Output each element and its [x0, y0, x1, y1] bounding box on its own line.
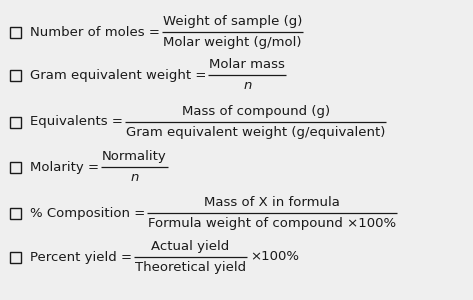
Text: ×100%: ×100%	[250, 250, 299, 263]
Text: Mass of X in formula: Mass of X in formula	[204, 196, 340, 209]
Text: n: n	[243, 79, 252, 92]
Bar	[10, 116, 21, 128]
Text: Gram equivalent weight (g/equivalent): Gram equivalent weight (g/equivalent)	[126, 126, 385, 139]
Text: Percent yield =: Percent yield =	[30, 250, 132, 263]
Bar	[10, 70, 21, 80]
Text: Molarity =: Molarity =	[30, 160, 99, 173]
Text: Formula weight of compound ×100%: Formula weight of compound ×100%	[148, 217, 396, 230]
Text: Number of moles =: Number of moles =	[30, 26, 160, 38]
Text: Theoretical yield: Theoretical yield	[135, 261, 246, 274]
Text: n: n	[130, 171, 139, 184]
Text: Actual yield: Actual yield	[151, 240, 230, 253]
Text: Molar mass: Molar mass	[210, 58, 285, 71]
Text: Normality: Normality	[102, 150, 167, 163]
Text: Molar weight (g/mol): Molar weight (g/mol)	[163, 36, 302, 49]
Bar	[10, 161, 21, 172]
Bar	[10, 208, 21, 218]
Text: Equivalents =: Equivalents =	[30, 116, 123, 128]
Text: % Composition =: % Composition =	[30, 206, 145, 220]
Text: Weight of sample (g): Weight of sample (g)	[163, 15, 302, 28]
Text: Gram equivalent weight =: Gram equivalent weight =	[30, 68, 206, 82]
Text: Mass of compound (g): Mass of compound (g)	[182, 105, 330, 118]
Bar	[10, 251, 21, 262]
Bar	[10, 26, 21, 38]
